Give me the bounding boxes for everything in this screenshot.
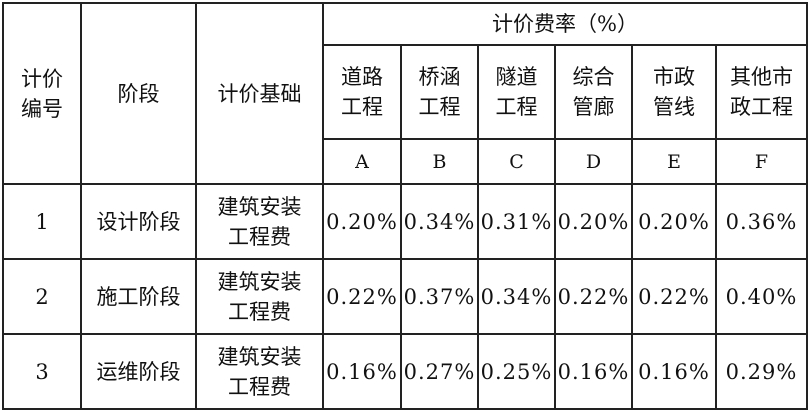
table-row: 2 施工阶段 建筑安装工程费 0.22% 0.37% 0.34% 0.22% 0.22% 0.4… (2, 258, 808, 335)
rate-table: 计价编号 阶段 计价基础 计价费率（%） 道路工程 桥涵工程 隧道工程 综合管廊 市政管… (2, 2, 808, 410)
column-name-text: 桥涵工程 (418, 65, 461, 119)
header-code: 计价编号 (2, 2, 82, 185)
header-column-letter: D (554, 138, 633, 185)
cell-rate: 0.40% (715, 258, 808, 335)
header-column-name: 道路工程 (322, 44, 402, 140)
cell-rate: 0.20% (554, 183, 633, 260)
cell-stage: 设计阶段 (80, 183, 197, 260)
cell-rate: 0.34% (400, 183, 479, 260)
header-column-letter: B (400, 138, 479, 185)
cell-stage: 运维阶段 (80, 333, 197, 410)
column-name-text: 综合管廊 (572, 65, 615, 119)
cell-code: 2 (2, 258, 82, 335)
header-column-name: 市政管线 (631, 44, 717, 140)
cell-rate: 0.34% (477, 258, 556, 335)
table-row: 3 运维阶段 建筑安装工程费 0.16% 0.27% 0.25% 0.16% 0.16% 0.2… (2, 333, 808, 410)
cell-rate: 0.31% (477, 183, 556, 260)
header-column-letter: C (477, 138, 556, 185)
cell-stage: 施工阶段 (80, 258, 197, 335)
header-basis: 计价基础 (195, 2, 324, 185)
cell-rate: 0.20% (631, 183, 717, 260)
cell-rate: 0.37% (400, 258, 479, 335)
cell-rate: 0.27% (400, 333, 479, 410)
column-name-text: 隧道工程 (495, 65, 538, 119)
cell-rate: 0.16% (322, 333, 402, 410)
cell-rate: 0.16% (554, 333, 633, 410)
cell-code: 1 (2, 183, 82, 260)
cell-basis-text: 建筑安装工程费 (217, 194, 302, 249)
cell-rate: 0.16% (631, 333, 717, 410)
cell-rate: 0.29% (715, 333, 808, 410)
header-rate-group: 计价费率（%） (322, 2, 808, 46)
column-name-text: 市政管线 (653, 65, 695, 119)
header-column-name: 其他市政工程 (715, 44, 808, 140)
header-stage: 阶段 (80, 2, 197, 185)
header-column-name: 桥涵工程 (400, 44, 479, 140)
column-name-text: 道路工程 (341, 65, 383, 119)
cell-rate: 0.25% (477, 333, 556, 410)
header-column-letter: E (631, 138, 717, 185)
cell-basis-text: 建筑安装工程费 (217, 344, 302, 399)
cell-rate: 0.22% (554, 258, 633, 335)
cell-rate: 0.36% (715, 183, 808, 260)
cell-code: 3 (2, 333, 82, 410)
cell-rate: 0.22% (631, 258, 717, 335)
cell-basis: 建筑安装工程费 (195, 258, 324, 335)
cell-basis: 建筑安装工程费 (195, 183, 324, 260)
cell-rate: 0.20% (322, 183, 402, 260)
table-row: 1 设计阶段 建筑安装工程费 0.20% 0.34% 0.31% 0.20% 0.20% 0.3… (2, 183, 808, 260)
header-column-name: 隧道工程 (477, 44, 556, 140)
cell-basis-text: 建筑安装工程费 (217, 269, 302, 324)
header-column-name: 综合管廊 (554, 44, 633, 140)
cell-basis: 建筑安装工程费 (195, 333, 324, 410)
header-column-letter: F (715, 138, 808, 185)
header-column-letter: A (322, 138, 402, 185)
cell-rate: 0.22% (322, 258, 402, 335)
column-name-text: 其他市政工程 (730, 65, 793, 119)
